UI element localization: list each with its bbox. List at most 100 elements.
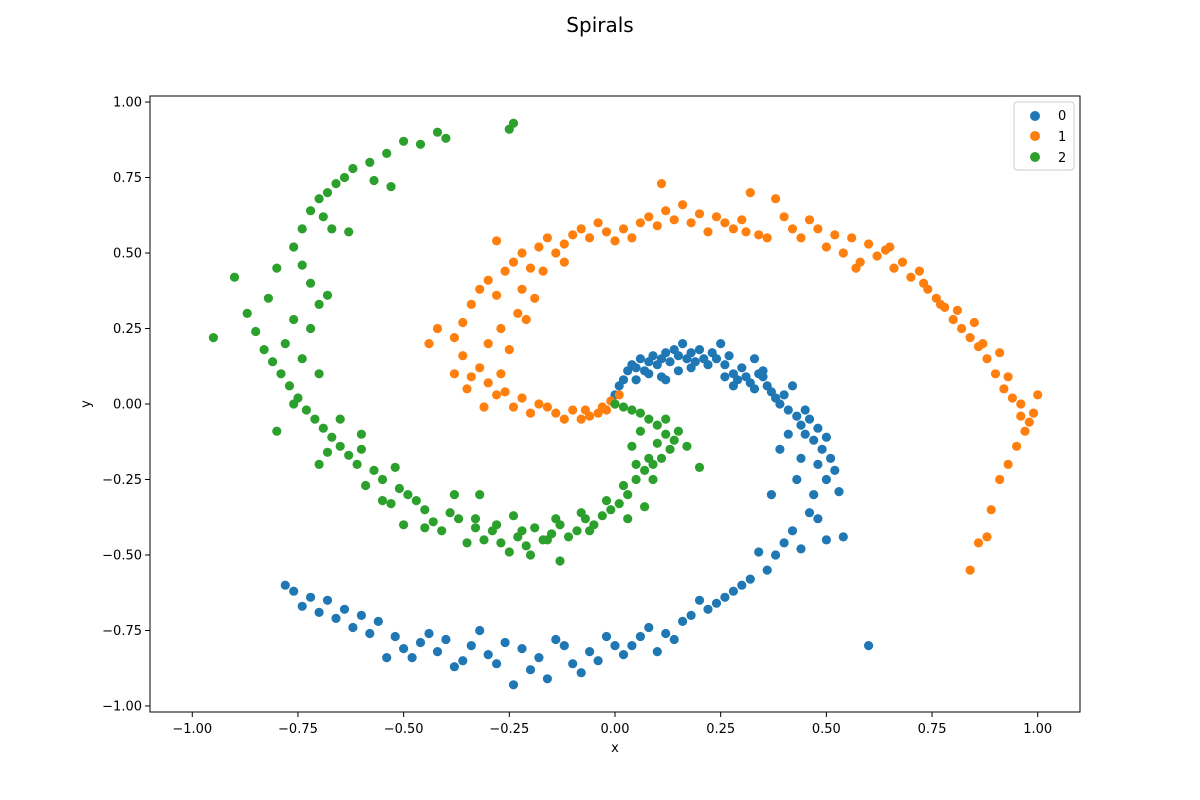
point-s1-119 <box>580 405 591 415</box>
point-s2-1 <box>618 402 629 412</box>
legend-label-0: 0 <box>1058 109 1066 124</box>
point-s0-41 <box>783 405 793 415</box>
point-s1-97 <box>919 278 929 288</box>
point-s1-85 <box>1007 393 1018 403</box>
point-s1-110 <box>513 308 523 318</box>
point-s1-124 <box>995 348 1005 358</box>
legend-box <box>1013 101 1075 171</box>
point-s2-71 <box>365 157 375 167</box>
point-s1-68 <box>864 239 874 249</box>
point-s1-53 <box>737 215 747 225</box>
point-s2-122 <box>601 496 612 506</box>
point-s2-4 <box>644 414 654 424</box>
legend-label-1: 1 <box>1058 130 1066 145</box>
point-s0-102 <box>424 628 434 639</box>
point-s2-41 <box>386 499 396 509</box>
point-s0-134 <box>656 372 667 382</box>
point-s0-90 <box>525 665 536 675</box>
point-s1-120 <box>935 299 946 309</box>
point-s2-86 <box>314 299 324 309</box>
point-s0-83 <box>585 647 595 657</box>
point-s2-69 <box>339 172 350 183</box>
point-s0-84 <box>576 668 586 678</box>
point-s0-120 <box>864 641 874 651</box>
point-s0-110 <box>356 610 366 621</box>
point-s2-53 <box>284 381 295 391</box>
point-s1-125 <box>1003 372 1013 382</box>
point-s1-54 <box>745 188 755 198</box>
point-s2-125 <box>517 526 527 536</box>
point-s1-22 <box>475 284 485 294</box>
point-s0-125 <box>809 490 819 500</box>
point-s0-25 <box>716 339 726 349</box>
point-s2-110 <box>631 459 641 469</box>
point-s0-128 <box>783 429 793 439</box>
point-s2-92 <box>314 369 324 379</box>
point-s0-87 <box>551 634 561 645</box>
point-s2-25 <box>521 541 531 551</box>
point-s1-109 <box>530 293 540 303</box>
point-s0-67 <box>720 592 730 602</box>
point-s2-8 <box>665 444 675 454</box>
point-s2-108 <box>585 526 595 536</box>
point-s1-107 <box>504 345 514 355</box>
point-s0-30 <box>737 363 747 373</box>
point-s0-94 <box>492 659 502 669</box>
point-s0-81 <box>601 631 612 642</box>
point-s2-64 <box>297 224 307 234</box>
point-s2-32 <box>462 538 472 548</box>
point-s1-26 <box>508 257 519 267</box>
point-s2-15 <box>606 505 616 515</box>
point-s2-127 <box>390 462 400 472</box>
point-s2-62 <box>272 263 282 273</box>
point-s0-127 <box>796 453 806 463</box>
point-s1-6 <box>559 414 569 424</box>
point-s2-90 <box>306 323 316 334</box>
point-s2-100 <box>420 523 430 533</box>
point-s0-52 <box>830 465 840 475</box>
point-s1-113 <box>517 284 527 294</box>
point-s1-61 <box>804 215 815 225</box>
point-s2-74 <box>415 139 426 149</box>
y-axis: −1.00 −0.75 −0.50 −0.25 0.00 0.25 0.50 0.75 1.00 <box>102 96 150 714</box>
point-s2-16 <box>597 511 607 521</box>
x-tick-label: 0.00 <box>601 722 630 737</box>
point-s2-39 <box>403 490 413 500</box>
y-tick-label: 0.75 <box>113 171 142 186</box>
point-s0-92 <box>508 680 519 690</box>
point-s2-73 <box>399 136 409 146</box>
point-s0-75 <box>652 647 662 657</box>
point-s2-7 <box>669 435 679 445</box>
point-s2-57 <box>251 326 261 337</box>
point-s1-100 <box>492 236 502 246</box>
point-s2-80 <box>369 175 379 186</box>
point-s2-109 <box>618 480 629 491</box>
point-s2-61 <box>263 293 273 303</box>
point-s2-50 <box>310 414 320 424</box>
point-s1-42 <box>644 212 654 222</box>
series-0 <box>280 339 874 690</box>
point-s2-94 <box>272 426 282 436</box>
point-s1-101 <box>424 339 434 349</box>
x-axis-label: x <box>611 741 619 756</box>
point-s0-68 <box>711 598 722 608</box>
point-s0-56 <box>813 514 823 524</box>
point-s2-123 <box>576 508 586 518</box>
point-s1-106 <box>496 369 506 379</box>
legend-marker-1 <box>1030 131 1040 141</box>
point-s2-83 <box>318 212 328 222</box>
point-s2-20 <box>563 532 574 542</box>
point-s1-14 <box>492 390 502 400</box>
point-s2-106 <box>542 535 553 545</box>
point-s2-128 <box>356 444 366 454</box>
point-s0-138 <box>758 372 768 382</box>
point-s0-73 <box>669 634 679 645</box>
point-s2-78 <box>504 124 514 134</box>
point-s2-45 <box>352 459 362 469</box>
point-s0-64 <box>745 574 755 584</box>
point-s2-0 <box>610 399 620 409</box>
point-s0-111 <box>348 622 358 633</box>
point-s1-122 <box>969 317 979 328</box>
point-s2-30 <box>479 535 489 545</box>
